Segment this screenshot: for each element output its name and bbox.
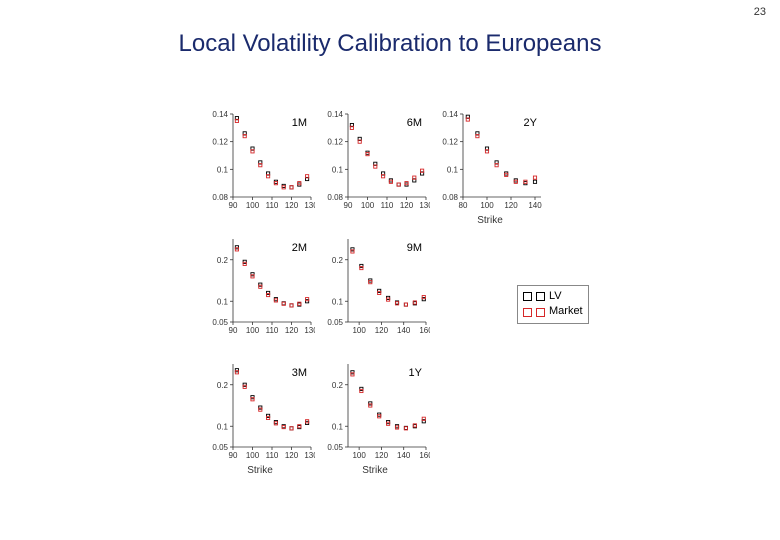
svg-text:0.05: 0.05 — [327, 318, 343, 327]
svg-text:130: 130 — [419, 201, 430, 210]
svg-text:110: 110 — [381, 201, 394, 210]
chart-area: 90 100 110 120 130 0.08 0.1 0.12 0.14 1M 90 100 110 1… — [175, 110, 675, 520]
xlabel: Strike — [435, 215, 545, 226]
svg-text:100: 100 — [361, 201, 375, 210]
svg-text:110: 110 — [266, 451, 279, 460]
svg-text:140: 140 — [397, 326, 411, 335]
svg-text:100: 100 — [352, 326, 366, 335]
svg-text:0.08: 0.08 — [327, 193, 343, 202]
svg-text:0.1: 0.1 — [217, 165, 229, 174]
svg-text:160: 160 — [419, 326, 430, 335]
svg-text:0.2: 0.2 — [332, 256, 344, 265]
svg-text:0.14: 0.14 — [212, 110, 228, 119]
svg-text:0.2: 0.2 — [332, 381, 344, 390]
svg-text:110: 110 — [266, 201, 279, 210]
svg-text:0.12: 0.12 — [327, 138, 343, 147]
svg-text:120: 120 — [375, 326, 389, 335]
svg-text:0.08: 0.08 — [212, 193, 228, 202]
svg-text:120: 120 — [375, 451, 389, 460]
svg-text:90: 90 — [229, 451, 238, 460]
svg-text:0.05: 0.05 — [212, 443, 228, 452]
svg-text:160: 160 — [419, 451, 430, 460]
legend-item-LV: LV — [523, 289, 583, 304]
svg-text:0.1: 0.1 — [332, 165, 344, 174]
panel-2Y: 801001201400.080.10.120.142YStrike — [435, 110, 545, 215]
svg-text:110: 110 — [266, 326, 279, 335]
svg-text:3M: 3M — [292, 367, 307, 379]
svg-text:0.12: 0.12 — [212, 138, 228, 147]
page-title: Local Volatility Calibration to European… — [0, 30, 780, 58]
panel-3M: 901001101201300.050.10.23MStrike — [205, 360, 315, 465]
panel-1Y: 1001201401600.050.10.21YStrike — [320, 360, 430, 465]
svg-text:120: 120 — [400, 201, 414, 210]
svg-text:0.2: 0.2 — [217, 381, 229, 390]
svg-text:0.14: 0.14 — [327, 110, 343, 119]
svg-text:130: 130 — [304, 326, 315, 335]
svg-text:0.1: 0.1 — [332, 297, 344, 306]
svg-text:120: 120 — [285, 201, 299, 210]
svg-text:0.2: 0.2 — [217, 256, 229, 265]
svg-text:130: 130 — [304, 451, 315, 460]
svg-text:100: 100 — [352, 451, 366, 460]
xlabel: Strike — [205, 465, 315, 476]
svg-text:0.12: 0.12 — [442, 138, 458, 147]
svg-text:140: 140 — [528, 201, 542, 210]
panel-9M: 100 120 140 160 0.05 0.1 0.2 9M — [320, 235, 430, 340]
svg-text:100: 100 — [480, 201, 494, 210]
page-number: 23 — [754, 6, 766, 18]
legend: LVMarket — [517, 285, 589, 324]
legend-label: LV — [549, 289, 562, 304]
svg-text:0.05: 0.05 — [212, 318, 228, 327]
svg-text:100: 100 — [246, 326, 260, 335]
svg-text:80: 80 — [459, 201, 468, 210]
xlabel: Strike — [320, 465, 430, 476]
panel-2M: 90 100 110 120 130 0.05 0.1 0.2 2M — [205, 235, 315, 340]
svg-text:0.1: 0.1 — [217, 297, 229, 306]
svg-text:120: 120 — [504, 201, 518, 210]
svg-text:100: 100 — [246, 201, 260, 210]
panel-6M: 90 100 110 120 130 0.08 0.1 0.12 0.14 6M — [320, 110, 430, 215]
panel-1M: 90 100 110 120 130 0.08 0.1 0.12 0.14 1M — [205, 110, 315, 215]
svg-text:6M: 6M — [407, 117, 422, 129]
svg-text:140: 140 — [397, 451, 411, 460]
svg-text:2Y: 2Y — [524, 117, 538, 129]
svg-text:0.05: 0.05 — [327, 443, 343, 452]
svg-text:120: 120 — [285, 451, 299, 460]
svg-text:90: 90 — [344, 201, 353, 210]
svg-text:0.1: 0.1 — [217, 422, 229, 431]
svg-text:120: 120 — [285, 326, 299, 335]
svg-text:0.14: 0.14 — [442, 110, 458, 119]
svg-text:9M: 9M — [407, 242, 422, 254]
svg-text:90: 90 — [229, 201, 238, 210]
svg-text:1Y: 1Y — [409, 367, 423, 379]
legend-item-Market: Market — [523, 304, 583, 319]
svg-text:2M: 2M — [292, 242, 307, 254]
svg-text:0.08: 0.08 — [442, 193, 458, 202]
svg-text:90: 90 — [229, 326, 238, 335]
svg-text:130: 130 — [304, 201, 315, 210]
svg-text:1M: 1M — [292, 117, 307, 129]
svg-text:0.1: 0.1 — [332, 422, 344, 431]
legend-label: Market — [549, 304, 583, 319]
svg-text:100: 100 — [246, 451, 260, 460]
svg-text:0.1: 0.1 — [447, 165, 459, 174]
